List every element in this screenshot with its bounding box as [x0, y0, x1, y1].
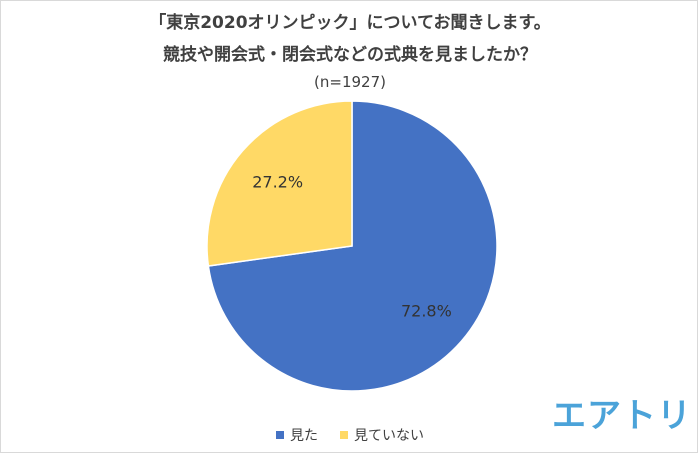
legend-swatch-not-watched — [340, 431, 348, 439]
pie-slice-not-watched — [206, 100, 353, 267]
chart-subtitle: (n=1927) — [314, 73, 386, 91]
legend-label-watched: 見た — [290, 428, 318, 444]
chart-title-line-1: 「東京2020オリンピック」についてお聞きします。 — [149, 13, 551, 33]
airtrip-logo: エアトリ — [552, 396, 692, 436]
legend: 見た 見ていない — [0, 425, 700, 445]
legend-item-watched: 見た — [276, 425, 318, 445]
data-label-watched: 72.8% — [401, 302, 452, 321]
legend-label-not-watched: 見ていない — [354, 428, 424, 444]
data-label-not-watched: 27.2% — [252, 172, 303, 191]
chart-title-line-2: 競技や開会式・閉会式などの式典を見ましたか？ — [163, 45, 537, 65]
legend-item-not-watched: 見ていない — [340, 425, 424, 445]
legend-swatch-watched — [276, 431, 284, 439]
